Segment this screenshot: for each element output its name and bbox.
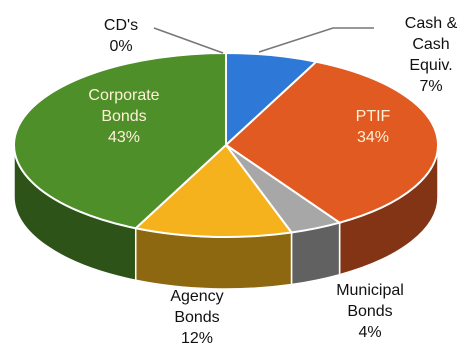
slice-name-line-ptif-0: PTIF (356, 108, 391, 125)
slice-percent-corporate: 43% (108, 129, 140, 146)
slice-name-line-agency-0: Agency (170, 288, 223, 305)
slice-label-corporate: Corporate Bonds 43% (88, 87, 159, 146)
leader-lines (153, 27, 374, 54)
slice-percent-ptif: 34% (357, 129, 389, 146)
slice-name-line-cds-0: CD's (104, 17, 138, 34)
leader-line-cash (258, 27, 374, 53)
slice-percent-cds: 0% (109, 38, 132, 55)
slice-name-line-agency-1: Bonds (174, 309, 219, 326)
slice-name-line-cash-2: Equiv. (409, 57, 452, 74)
pie-top-layer (13, 51, 439, 238)
slice-ptif (224, 60, 439, 224)
slice-name-line-municipal-0: Municipal (336, 282, 404, 299)
slice-label-cash: Cash & Cash Equiv. 7% (405, 15, 458, 95)
leader-line-cds (153, 27, 224, 54)
slice-label-ptif: PTIF 34% (356, 108, 391, 146)
slice-labels: CD's 0% Cash & Cash Equiv. 7% PTIF 34% Municipal… (88, 15, 457, 347)
slice-name-line-corporate-0: Corporate (88, 87, 159, 104)
pie-depth-layer (13, 144, 439, 290)
slice-name-line-municipal-1: Bonds (347, 303, 392, 320)
slice-name-line-cash-1: Cash (412, 36, 449, 53)
slice-name-line-cash-0: Cash & (405, 15, 458, 32)
slice-percent-cash: 7% (419, 78, 442, 95)
slice-percent-agency: 12% (181, 330, 213, 347)
slice-agency (133, 143, 294, 238)
slice-percent-municipal: 4% (358, 324, 381, 341)
slice-label-agency: Agency Bonds 12% (170, 288, 223, 347)
slice-label-cds: CD's 0% (104, 17, 138, 55)
slice-corporate (13, 51, 227, 230)
slice-name-line-corporate-1: Bonds (101, 108, 146, 125)
slice-label-municipal: Municipal Bonds 4% (336, 282, 404, 341)
